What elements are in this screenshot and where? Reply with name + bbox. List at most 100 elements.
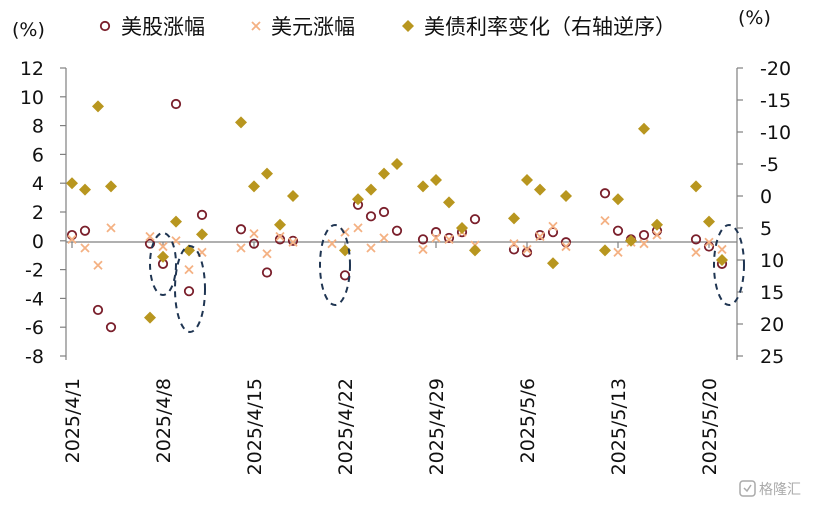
right-tick-label: -15 xyxy=(760,90,791,112)
data-point-diamond xyxy=(703,215,715,228)
series-circle xyxy=(66,98,728,333)
series-cross xyxy=(67,216,727,275)
data-point-diamond xyxy=(274,218,286,231)
data-point-cross xyxy=(67,234,77,244)
data-point-cross xyxy=(444,234,454,244)
right-tick-label: 20 xyxy=(760,314,784,336)
data-point-cross xyxy=(561,241,571,252)
data-point-diamond xyxy=(430,174,442,186)
data-point-circle xyxy=(79,225,91,236)
data-point-diamond xyxy=(235,116,247,129)
data-point-cross xyxy=(158,241,168,252)
data-point-circle xyxy=(638,229,650,241)
data-point-circle xyxy=(690,234,702,245)
data-point-diamond xyxy=(625,234,637,247)
data-point-cross xyxy=(93,260,103,270)
highlight-ellipse-1 xyxy=(149,232,177,296)
brand-logo-icon xyxy=(739,480,756,497)
data-point-diamond xyxy=(638,122,650,135)
data-point-cross xyxy=(535,231,545,242)
data-point-cross xyxy=(639,239,649,249)
right-tick-label: 25 xyxy=(760,346,784,368)
x-tick-label: 2025/4/29 xyxy=(426,378,448,475)
data-point-circle xyxy=(378,206,390,218)
data-point-circle xyxy=(469,214,481,225)
data-point-circle xyxy=(105,322,117,333)
watermark: 格隆汇 xyxy=(739,480,801,498)
data-point-diamond xyxy=(651,218,663,231)
data-point-circle xyxy=(612,225,624,236)
data-point-circle xyxy=(170,98,182,110)
data-point-cross xyxy=(418,244,428,255)
data-point-circle xyxy=(534,229,546,241)
data-point-circle xyxy=(196,209,208,220)
legend-item-treasury-yield: 美债利率变化（右轴逆序） xyxy=(402,15,676,39)
x-tick-label: 2025/5/6 xyxy=(517,378,539,463)
data-point-cross xyxy=(379,233,389,243)
data-point-diamond xyxy=(157,250,169,263)
left-tick-label: -4 xyxy=(25,288,44,310)
data-point-diamond xyxy=(92,100,104,113)
right-tick-label: -5 xyxy=(760,154,779,176)
legend-label-us-stocks: 美股涨幅 xyxy=(121,15,205,39)
data-point-circle xyxy=(599,188,611,199)
data-point-cross xyxy=(600,216,610,226)
data-point-circle xyxy=(66,229,78,241)
legend-label-usd: 美元涨幅 xyxy=(271,15,355,39)
x-tick-label: 2025/4/15 xyxy=(244,378,266,475)
left-tick-label: 12 xyxy=(20,58,44,80)
legend: 美股涨幅 美元涨幅 美债利率变化（右轴逆序） xyxy=(99,15,676,39)
left-tick-label: 6 xyxy=(32,144,44,166)
data-point-circle xyxy=(547,227,559,238)
data-point-cross xyxy=(262,249,272,259)
data-point-circle xyxy=(235,224,247,235)
data-point-cross xyxy=(691,247,701,257)
data-point-cross xyxy=(652,230,662,240)
left-tick-label: 10 xyxy=(20,87,44,109)
data-point-diamond xyxy=(196,228,208,241)
data-point-circle xyxy=(92,304,104,316)
highlight-ellipse-2 xyxy=(174,245,206,333)
left-tick-label: 8 xyxy=(32,116,44,138)
data-point-diamond xyxy=(547,257,559,270)
data-point-circle xyxy=(443,232,455,244)
data-point-circle xyxy=(430,227,442,238)
legend-item-usd: 美元涨幅 xyxy=(251,15,355,39)
data-point-cross xyxy=(431,233,441,243)
left-tick-label: 4 xyxy=(32,173,44,195)
data-point-diamond xyxy=(365,183,377,196)
right-tick-label: 10 xyxy=(760,250,784,272)
data-point-diamond xyxy=(716,254,728,266)
x-tick-label: 2025/5/20 xyxy=(699,378,721,475)
data-point-cross xyxy=(613,247,623,257)
data-point-cross xyxy=(366,243,376,253)
right-tick-label: 5 xyxy=(760,218,772,240)
data-point-cross xyxy=(106,223,116,233)
data-point-cross xyxy=(522,244,532,255)
data-point-diamond xyxy=(79,183,91,196)
right-tick-label: -10 xyxy=(760,122,791,144)
data-point-diamond xyxy=(287,190,299,202)
data-point-cross xyxy=(509,239,519,249)
legend-marker-cross xyxy=(251,21,261,31)
data-point-cross xyxy=(275,231,285,242)
data-point-cross xyxy=(184,264,194,275)
legend-item-us-stocks: 美股涨幅 xyxy=(99,15,205,39)
data-point-circle xyxy=(508,244,520,255)
data-marks xyxy=(66,98,728,333)
data-point-diamond xyxy=(66,177,78,190)
data-point-diamond xyxy=(469,244,481,257)
right-tick-label: 0 xyxy=(760,186,772,208)
data-point-circle xyxy=(183,286,195,297)
highlight-ellipse-4 xyxy=(713,224,745,306)
highlight-ellipse-3 xyxy=(319,224,351,306)
x-tick-label: 2025/4/8 xyxy=(153,378,175,463)
data-point-circle xyxy=(365,211,377,222)
x-tick-label: 2025/4/1 xyxy=(62,378,84,463)
series-diamond xyxy=(66,100,728,324)
legend-marker-circle xyxy=(99,20,111,32)
data-point-diamond xyxy=(612,193,624,206)
data-point-diamond xyxy=(261,167,273,180)
left-axis-ticks: 12 10 8 6 4 2 0 -2 -4 -6 -8 xyxy=(20,58,66,368)
